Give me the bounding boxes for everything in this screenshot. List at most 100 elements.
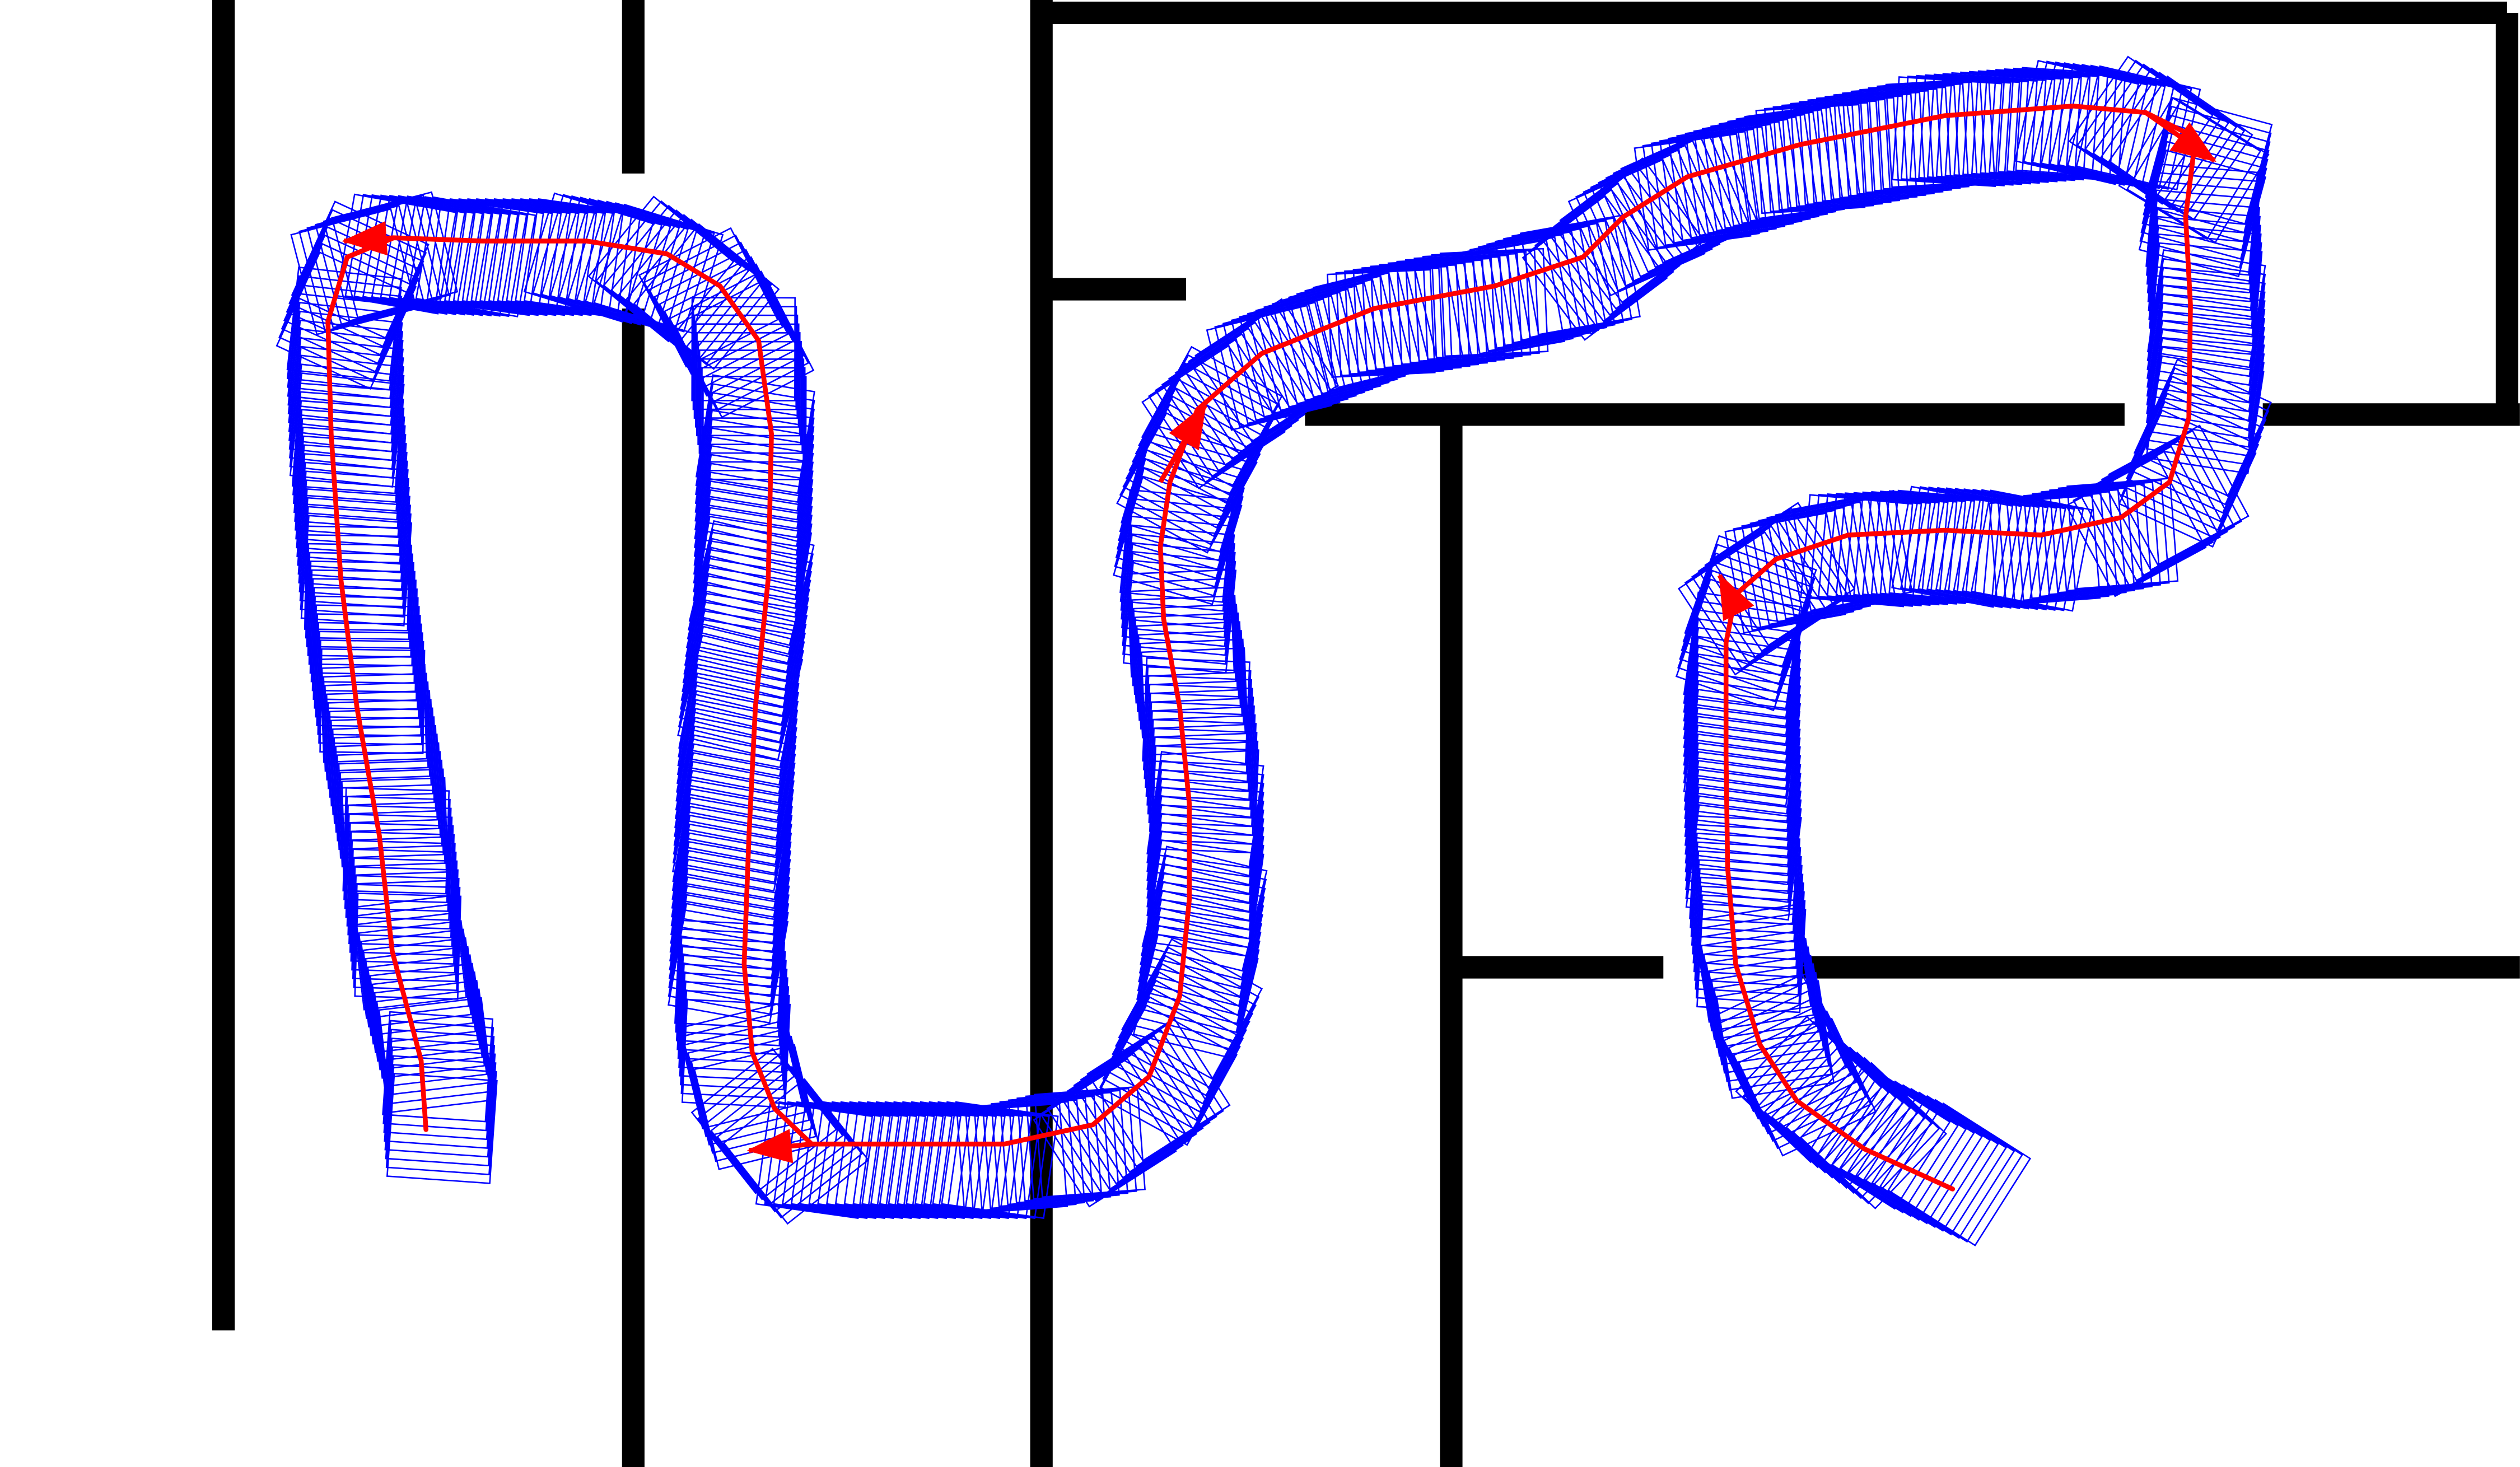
footprint	[2146, 267, 2266, 386]
footprint	[1684, 777, 1802, 894]
footprint	[1683, 662, 1802, 781]
footprint	[670, 823, 792, 945]
footprint	[1141, 854, 1267, 981]
footprint	[2057, 479, 2170, 592]
footprint	[288, 337, 404, 452]
footprint	[671, 797, 793, 918]
footprint	[1935, 73, 2047, 184]
footprint	[677, 664, 800, 786]
footprint	[982, 1097, 1094, 1209]
footprint	[1149, 727, 1258, 837]
footprint	[1146, 786, 1264, 904]
footprint	[378, 997, 494, 1113]
footprint	[1080, 1023, 1224, 1167]
footprint	[1871, 1095, 2015, 1239]
footprint	[1136, 621, 1245, 730]
footprint	[1683, 636, 1802, 754]
footprint	[1008, 1091, 1120, 1204]
footprint	[1151, 745, 1259, 854]
footprint	[817, 1101, 935, 1220]
footprint	[1146, 795, 1264, 913]
footprint	[1046, 1052, 1191, 1197]
footprint	[2147, 198, 2261, 311]
footprint	[1143, 666, 1252, 775]
footprint	[2146, 284, 2266, 404]
footprint	[1590, 144, 1728, 283]
footprint	[2032, 61, 2157, 187]
footprint	[1847, 1084, 1991, 1228]
footprint	[1352, 264, 1462, 373]
footprint	[1148, 718, 1257, 828]
footprint	[1833, 88, 1944, 199]
footprint	[2146, 258, 2266, 377]
footprint	[323, 672, 431, 781]
footprint	[325, 690, 434, 798]
footprint	[676, 672, 799, 795]
footprint	[1703, 938, 1822, 1057]
footprint	[300, 506, 412, 618]
footprint	[1683, 689, 1802, 807]
footprint	[1691, 841, 1802, 952]
footprint	[2032, 485, 2144, 597]
footprint	[677, 1003, 804, 1129]
footprint	[344, 805, 452, 912]
footprint	[294, 417, 406, 530]
footprint	[687, 538, 813, 664]
footprint	[567, 199, 698, 330]
footprint	[1700, 929, 1819, 1049]
footprint	[879, 1101, 997, 1220]
footprint	[1879, 1099, 2023, 1243]
footprint	[360, 928, 477, 1045]
footprint	[790, 1101, 909, 1220]
footprint	[292, 391, 404, 503]
footprint	[1749, 1026, 1897, 1174]
footprint	[305, 534, 412, 641]
footprint	[2146, 275, 2266, 395]
footprint	[2014, 489, 2127, 601]
footprint	[671, 788, 793, 909]
footprint	[1679, 560, 1812, 694]
footprint	[956, 1102, 1068, 1215]
footprint	[1690, 824, 1800, 934]
footprint	[991, 1095, 1103, 1207]
footprint	[286, 275, 402, 391]
footprint	[2148, 216, 2261, 329]
footprint	[1727, 106, 1845, 225]
footprint	[695, 392, 815, 512]
footprint	[638, 227, 779, 368]
footprint	[335, 193, 457, 315]
footprint	[338, 759, 446, 868]
footprint	[1263, 282, 1390, 408]
footprint	[1134, 915, 1261, 1043]
footprint	[1816, 91, 1926, 202]
footprint	[1953, 71, 2065, 183]
footprint	[2079, 445, 2221, 587]
footprint	[1684, 760, 1802, 877]
footprint	[691, 297, 796, 401]
footprint	[318, 639, 424, 746]
footprint	[1683, 618, 1802, 736]
footprint	[1684, 716, 1801, 833]
footprint	[470, 198, 589, 316]
footprint	[1713, 971, 1832, 1091]
footprint	[2023, 60, 2148, 186]
footprint	[1814, 1069, 1959, 1214]
footprint	[309, 569, 416, 675]
footprint	[1146, 768, 1264, 887]
footprint	[549, 197, 680, 327]
footprint	[671, 814, 792, 936]
footprint	[685, 555, 811, 681]
footprint	[703, 1059, 851, 1207]
footprint	[1755, 104, 1866, 214]
footprint	[1486, 225, 1607, 347]
footprint	[289, 372, 405, 488]
footprint	[1583, 149, 1721, 287]
footprint	[676, 690, 799, 812]
footprint	[288, 328, 404, 444]
footprint	[1134, 612, 1243, 721]
footprint	[1989, 494, 2101, 607]
footprint	[1519, 214, 1641, 336]
footprint	[1146, 812, 1264, 931]
footprint	[444, 198, 562, 316]
footprint	[1137, 889, 1263, 1016]
